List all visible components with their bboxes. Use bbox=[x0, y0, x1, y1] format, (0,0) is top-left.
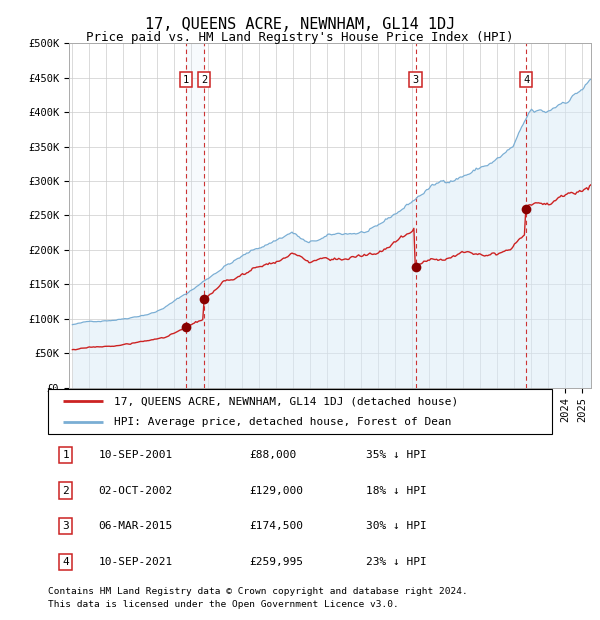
Text: Contains HM Land Registry data © Crown copyright and database right 2024.: Contains HM Land Registry data © Crown c… bbox=[48, 587, 468, 596]
Text: 2: 2 bbox=[62, 485, 69, 495]
Text: £174,500: £174,500 bbox=[250, 521, 304, 531]
Text: This data is licensed under the Open Government Licence v3.0.: This data is licensed under the Open Gov… bbox=[48, 600, 399, 609]
Text: Price paid vs. HM Land Registry's House Price Index (HPI): Price paid vs. HM Land Registry's House … bbox=[86, 31, 514, 44]
Text: 3: 3 bbox=[62, 521, 69, 531]
Text: £88,000: £88,000 bbox=[250, 450, 297, 460]
Text: 17, QUEENS ACRE, NEWNHAM, GL14 1DJ: 17, QUEENS ACRE, NEWNHAM, GL14 1DJ bbox=[145, 17, 455, 32]
Text: 30% ↓ HPI: 30% ↓ HPI bbox=[365, 521, 426, 531]
Bar bbox=[186, 43, 204, 388]
Text: £129,000: £129,000 bbox=[250, 485, 304, 495]
Text: 35% ↓ HPI: 35% ↓ HPI bbox=[365, 450, 426, 460]
Text: 17, QUEENS ACRE, NEWNHAM, GL14 1DJ (detached house): 17, QUEENS ACRE, NEWNHAM, GL14 1DJ (deta… bbox=[113, 396, 458, 407]
Text: 2: 2 bbox=[201, 74, 208, 84]
Text: 4: 4 bbox=[62, 557, 69, 567]
Text: 02-OCT-2002: 02-OCT-2002 bbox=[98, 485, 173, 495]
Text: HPI: Average price, detached house, Forest of Dean: HPI: Average price, detached house, Fore… bbox=[113, 417, 451, 427]
Text: 18% ↓ HPI: 18% ↓ HPI bbox=[365, 485, 426, 495]
Text: 10-SEP-2021: 10-SEP-2021 bbox=[98, 557, 173, 567]
Text: 3: 3 bbox=[412, 74, 419, 84]
Text: 1: 1 bbox=[62, 450, 69, 460]
Text: 1: 1 bbox=[183, 74, 189, 84]
Text: 23% ↓ HPI: 23% ↓ HPI bbox=[365, 557, 426, 567]
Text: 4: 4 bbox=[523, 74, 529, 84]
Text: 06-MAR-2015: 06-MAR-2015 bbox=[98, 521, 173, 531]
Text: £259,995: £259,995 bbox=[250, 557, 304, 567]
Text: 10-SEP-2001: 10-SEP-2001 bbox=[98, 450, 173, 460]
